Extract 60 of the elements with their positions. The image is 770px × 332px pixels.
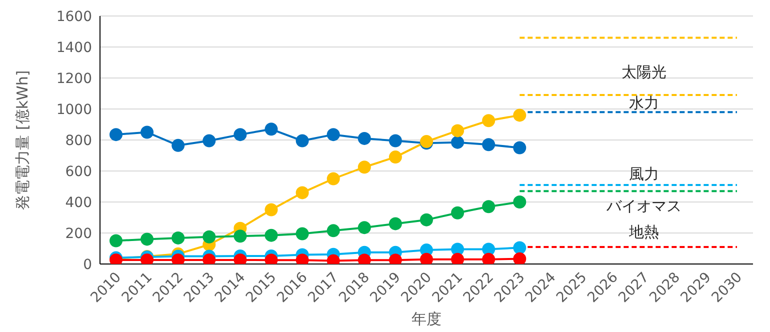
point [296, 134, 309, 148]
point [110, 128, 122, 142]
point [451, 252, 464, 264]
point [172, 231, 185, 244]
point [110, 234, 122, 248]
point [140, 232, 154, 246]
series-label: バイオマス [605, 197, 682, 216]
point [234, 253, 247, 264]
y-tick-label: 200 [65, 226, 92, 242]
point [513, 196, 526, 208]
point [513, 141, 526, 154]
point [388, 217, 402, 230]
point [513, 108, 526, 122]
point [451, 206, 464, 220]
point [202, 230, 216, 244]
point [513, 252, 526, 264]
point [264, 203, 278, 216]
point [451, 124, 464, 138]
point [326, 224, 340, 238]
point [358, 221, 371, 234]
y-tick-label: 1200 [56, 70, 92, 87]
point [140, 126, 154, 139]
point [358, 132, 371, 145]
point [140, 253, 154, 264]
series-label: 太陽光 [621, 63, 666, 82]
y-tick-label: 1000 [56, 102, 92, 118]
x-axis-title: 年度 [412, 310, 442, 328]
series-label: 水力 [628, 94, 659, 112]
point [482, 138, 496, 152]
series-label: 地熱 [628, 223, 659, 242]
point [420, 213, 433, 226]
point [172, 253, 185, 264]
y-tick-label: 1600 [56, 8, 92, 25]
point [234, 230, 247, 243]
point [264, 228, 278, 242]
y-tick-label: 1400 [56, 40, 92, 56]
point [296, 186, 309, 200]
point [202, 134, 216, 148]
point [358, 160, 371, 174]
point [388, 134, 402, 148]
series-label: 風力 [628, 165, 659, 184]
point [296, 227, 309, 240]
y-tick-label: 600 [65, 164, 92, 180]
y-tick-label: 800 [65, 132, 92, 149]
y-axis-title: 発電電力量 [億kWh] [13, 70, 32, 210]
point [172, 138, 185, 152]
point [326, 128, 340, 142]
point [234, 128, 247, 142]
point [482, 200, 496, 214]
point [451, 136, 464, 149]
point [264, 122, 278, 136]
point [482, 252, 496, 264]
point [388, 150, 402, 164]
point [482, 114, 496, 128]
point [420, 252, 433, 264]
point [202, 253, 216, 264]
point [513, 241, 526, 254]
y-tick-label: 0 [83, 256, 92, 273]
y-tick-label: 400 [65, 194, 92, 211]
point [326, 172, 340, 186]
